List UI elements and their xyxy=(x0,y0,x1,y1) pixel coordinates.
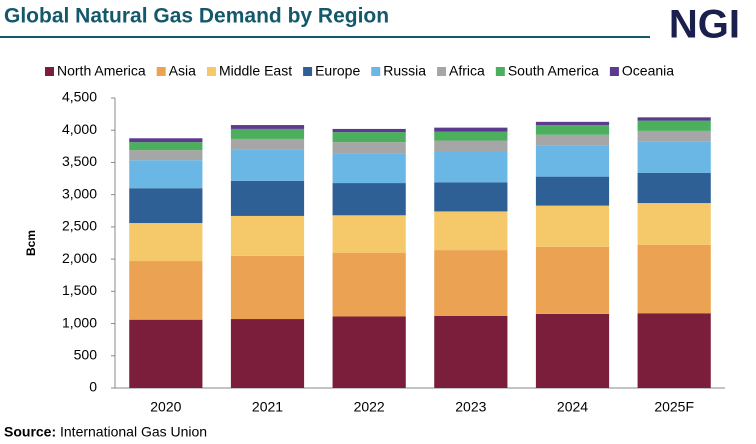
legend-label: Oceania xyxy=(622,63,674,79)
bar-segment xyxy=(637,244,711,314)
legend-label: Russia xyxy=(383,63,426,79)
legend-swatch xyxy=(45,67,54,76)
legend-label: Africa xyxy=(449,63,485,79)
bar-segment xyxy=(129,142,203,151)
x-tick-label: 2020 xyxy=(150,399,181,415)
x-tick-label: 2025F xyxy=(654,399,694,415)
bar-segment xyxy=(230,138,305,150)
bar-segment xyxy=(332,128,406,133)
bar-segment xyxy=(230,319,305,388)
logo: NGI xyxy=(669,3,740,47)
y-tick-label: 2,000 xyxy=(62,250,97,266)
bar-segment xyxy=(332,153,406,184)
legend-swatch xyxy=(156,67,166,76)
x-tick-label: 2022 xyxy=(354,399,385,415)
bar-segment xyxy=(434,127,508,132)
y-tick-label: 4,000 xyxy=(62,121,97,137)
bar-segment xyxy=(434,315,508,388)
y-tick-label: 500 xyxy=(74,346,98,362)
bar-segment xyxy=(434,140,508,152)
bar-segment xyxy=(535,121,610,126)
bar-segment xyxy=(332,252,406,317)
bar-segment xyxy=(129,188,203,224)
bar-segment xyxy=(637,313,711,388)
bar-segment xyxy=(332,183,406,216)
legend-swatch xyxy=(495,67,505,76)
bar-segment xyxy=(434,211,508,251)
bar-segment xyxy=(637,141,711,173)
legend-swatch xyxy=(206,67,216,76)
legend-label: Asia xyxy=(169,63,196,79)
y-tick-label: 3,500 xyxy=(62,153,97,169)
bar-segment xyxy=(129,319,203,388)
legend-swatch xyxy=(437,67,447,76)
bar-segment xyxy=(230,255,305,320)
bar-segment xyxy=(332,132,406,143)
bar-segment xyxy=(535,246,610,314)
legend-label: Europe xyxy=(315,63,360,79)
x-tick-label: 2023 xyxy=(455,399,486,415)
bar-segment xyxy=(535,176,610,206)
source: International Gas Union xyxy=(60,424,207,440)
bar-segment xyxy=(434,131,508,141)
bar-segment xyxy=(535,313,610,388)
legend-label: North America xyxy=(57,63,146,79)
bar-segment xyxy=(434,182,508,212)
bar-segment xyxy=(637,117,711,121)
bar-segment xyxy=(637,130,711,142)
bar-segment xyxy=(129,138,203,143)
bar-segment xyxy=(230,149,305,181)
legend-swatch xyxy=(371,67,381,76)
bar-segment xyxy=(129,160,203,189)
bar-segment xyxy=(535,145,610,177)
x-tick-label: 2024 xyxy=(557,399,588,415)
bar-segment xyxy=(637,203,711,245)
bar-segment xyxy=(332,215,406,253)
y-tick-label: 2,500 xyxy=(62,218,97,234)
bar-segment xyxy=(129,223,203,262)
bar-segment xyxy=(434,151,508,183)
bar-segment xyxy=(129,150,203,161)
y-tick-label: 0 xyxy=(89,379,97,395)
x-tick-label: 2021 xyxy=(252,399,283,415)
bar-segment xyxy=(332,316,406,388)
source-label: Source: xyxy=(4,424,56,440)
legend-label: Middle East xyxy=(219,63,292,79)
y-axis-label: Bcm xyxy=(24,230,38,256)
bar-segment xyxy=(434,250,508,316)
legend-label: South America xyxy=(508,63,599,79)
y-tick-label: 1,000 xyxy=(62,314,97,330)
bar-segment xyxy=(535,134,610,146)
bar-segment xyxy=(535,205,610,247)
bar-segment xyxy=(230,215,305,256)
bar-segment xyxy=(535,125,610,135)
y-tick-label: 4,500 xyxy=(62,89,97,105)
bar-segment xyxy=(230,125,305,129)
bar-segment xyxy=(332,142,406,154)
bar-segment xyxy=(230,180,305,216)
legend-swatch xyxy=(303,67,313,76)
bar-segment xyxy=(637,172,711,204)
bar-segment xyxy=(129,261,203,320)
chart-title: Global Natural Gas Demand by Region xyxy=(4,5,389,28)
legend-swatch xyxy=(609,67,619,76)
y-tick-label: 1,500 xyxy=(62,282,97,298)
bar-segment xyxy=(637,120,711,131)
y-tick-label: 3,000 xyxy=(62,185,97,201)
bar-segment xyxy=(230,128,305,139)
